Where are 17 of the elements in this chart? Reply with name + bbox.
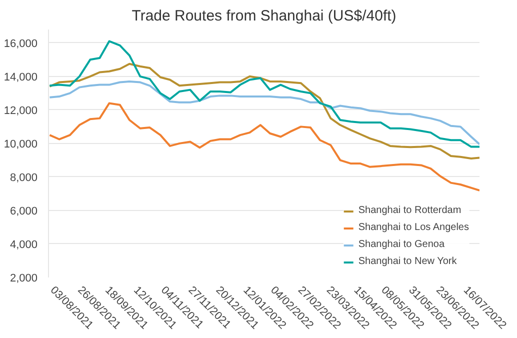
y-tick-label: 10,000 [4,138,38,150]
line-series [48,102,480,192]
y-tick-label: 6,000 [10,205,38,218]
y-tick-label: 12,000 [4,104,38,117]
line-series [48,62,480,160]
y-tick-label: 2,000 [10,272,38,284]
line-series [48,40,480,148]
legend-label: Shanghai to Genoa [358,239,445,250]
legend-label: Shanghai to New York [358,256,457,267]
legend-label: Shanghai to Los Angeles [358,222,469,233]
line-series [48,80,480,146]
y-tick-label: 8,000 [10,172,38,184]
y-tick-label: 16,000 [4,38,38,50]
legend-label: Shanghai to Rotterdam [358,205,462,216]
y-tick-label: 14,000 [4,71,38,84]
chart-title: Trade Routes from Shanghai (US$/40ft) [132,8,396,24]
y-tick-label: 4,000 [10,238,38,251]
